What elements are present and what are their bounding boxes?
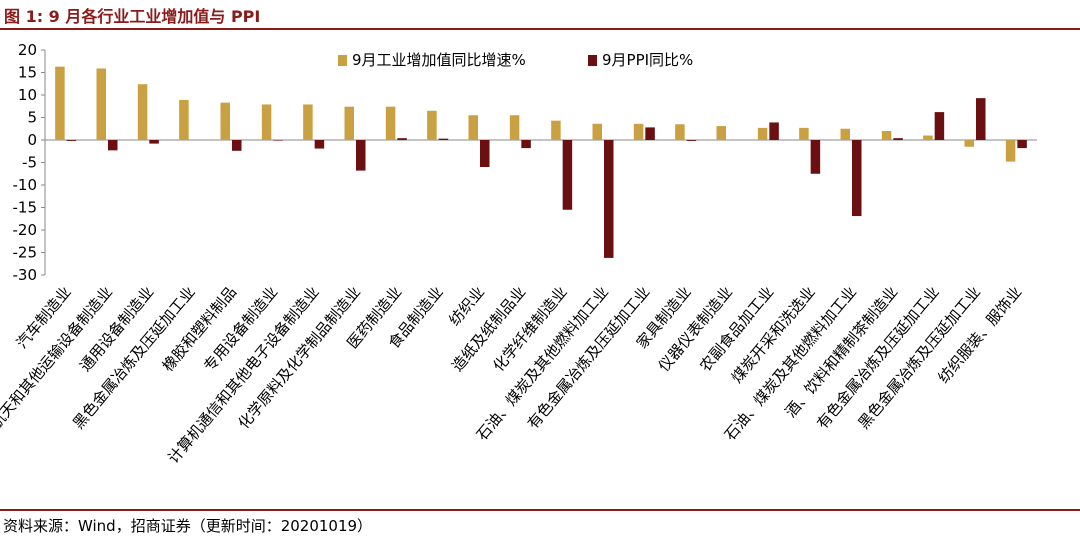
y-tick-label: 0	[27, 131, 37, 149]
bar-ip-growth	[923, 135, 933, 140]
bar-ip-growth	[179, 99, 189, 140]
chart-bars	[55, 66, 1027, 258]
bar-ip-growth	[840, 128, 850, 140]
bar-ppi	[769, 122, 779, 140]
bar-ppi	[604, 140, 614, 258]
bar-ip-growth	[509, 115, 520, 140]
bar-ppi	[1017, 140, 1027, 149]
bar-ip-growth	[220, 102, 230, 140]
bar-ip-growth	[799, 127, 809, 140]
bar-ppi	[686, 140, 697, 141]
y-tick-label: -20	[13, 221, 38, 239]
bar-ppi	[645, 127, 655, 140]
bar-ip-growth	[303, 104, 313, 140]
bar-ppi	[314, 140, 325, 149]
bar-ip-growth	[675, 124, 685, 140]
bar-ppi	[149, 140, 159, 144]
y-tick-label: -30	[13, 266, 38, 284]
bar-ppi	[108, 140, 118, 151]
title-rule	[0, 28, 1080, 30]
chart-axes: 20 15 10 5 0 -5 -10 -15 -20 -25 -30	[13, 41, 1037, 284]
bar-ip-growth	[716, 126, 726, 140]
bar-ppi	[480, 140, 490, 167]
bar-ppi	[521, 140, 531, 149]
bar-ip-growth	[551, 120, 561, 140]
bar-ppi	[893, 138, 903, 140]
y-tick-label: 15	[18, 64, 37, 82]
legend-label: 9月工业增加值同比增速%	[352, 51, 526, 69]
bar-ppi	[934, 112, 945, 140]
bar-ip-growth	[96, 68, 106, 140]
bar-ip-growth	[55, 66, 65, 140]
bar-ppi	[66, 140, 77, 141]
bar-ppi	[397, 138, 407, 140]
y-tick-label: -15	[13, 199, 38, 217]
legend-swatch	[338, 55, 347, 66]
bar-ppi	[356, 140, 366, 171]
bar-chart: 20 15 10 5 0 -5 -10 -15 -20 -25 -30 汽车制造业铁路、船舶、航空航…	[0, 41, 1037, 508]
bar-ip-growth	[137, 84, 148, 140]
bar-ip-growth	[1005, 140, 1016, 162]
bar-ppi	[562, 140, 573, 210]
bar-ppi	[810, 140, 821, 174]
legend-label: 9月PPI同比%	[602, 51, 693, 69]
figure-title: 图 1: 9 月各行业工业增加值与 PPI	[4, 7, 261, 26]
bar-ppi	[438, 138, 449, 140]
bar-ppi	[273, 140, 283, 141]
bar-ip-growth	[633, 123, 644, 140]
legend-swatch	[588, 55, 597, 66]
y-tick-label: 20	[18, 41, 37, 59]
bar-ip-growth	[881, 131, 892, 140]
bar-ppi	[852, 140, 862, 217]
bar-ip-growth	[385, 106, 396, 140]
bar-ip-growth	[964, 140, 974, 147]
category-labels: 汽车制造业铁路、船舶、航空航天和其他运输设备制造业通用设备制造业黑色金属冶炼及压…	[0, 283, 1025, 508]
bar-ip-growth	[592, 123, 602, 140]
y-tick-label: -25	[13, 244, 38, 262]
y-tick-label: -10	[13, 176, 38, 194]
bar-ppi	[232, 140, 242, 151]
y-tick-label: 10	[18, 86, 37, 104]
chart-legend: 9月工业增加值同比增速% 9月PPI同比%	[338, 51, 693, 69]
bar-ip-growth	[757, 127, 768, 140]
bar-ip-growth	[344, 106, 354, 140]
source-note: 资料来源：Wind，招商证券（更新时间：20201019）	[3, 517, 373, 535]
bar-ip-growth	[261, 104, 272, 140]
y-tick-label: 5	[27, 109, 37, 127]
source-rule	[0, 509, 1080, 511]
y-tick-label: -5	[22, 154, 37, 172]
bar-ip-growth	[427, 110, 437, 140]
bar-ppi	[976, 98, 986, 140]
bar-ip-growth	[468, 115, 478, 140]
